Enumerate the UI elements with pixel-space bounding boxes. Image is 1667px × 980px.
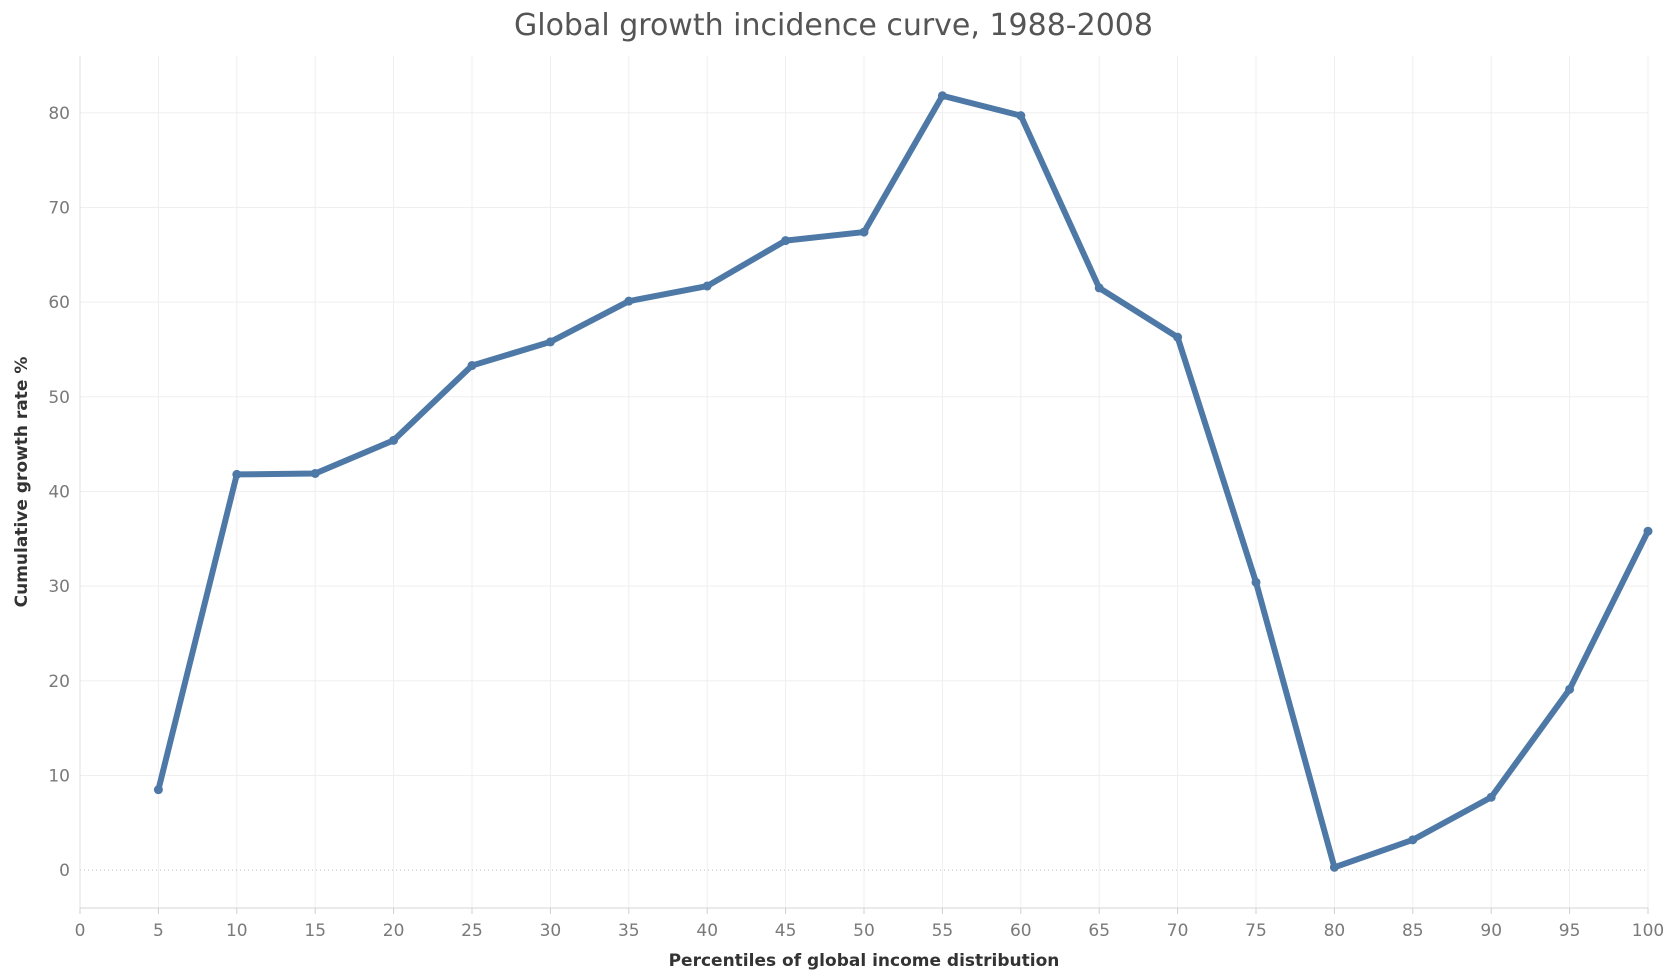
grid: [79, 56, 1649, 908]
x-tick-label: 30: [540, 921, 562, 941]
y-tick-label: 80: [48, 104, 70, 124]
y-tick-label: 20: [48, 672, 70, 692]
data-point[interactable]: [1251, 577, 1261, 587]
series-line: [155, 92, 1651, 871]
x-tick-label: 5: [153, 921, 164, 941]
y-tick-label: 60: [48, 293, 70, 313]
y-tick-label: 50: [48, 388, 70, 408]
x-tick-label: 10: [226, 921, 248, 941]
data-point[interactable]: [1408, 835, 1418, 845]
x-tick-label: 20: [383, 921, 405, 941]
data-point[interactable]: [859, 227, 869, 237]
x-tick-label: 0: [75, 921, 86, 941]
x-tick-label: 45: [775, 921, 797, 941]
data-point[interactable]: [624, 296, 634, 306]
data-point[interactable]: [1486, 792, 1496, 802]
x-tick-label: 80: [1324, 921, 1346, 941]
x-tick-label: 100: [1632, 921, 1664, 941]
x-tick-label: 75: [1245, 921, 1267, 941]
x-tick-label: 60: [1010, 921, 1032, 941]
data-point[interactable]: [702, 281, 712, 291]
x-tick-label: 90: [1480, 921, 1502, 941]
series-line-group: [155, 92, 1651, 871]
series-points: [153, 91, 1653, 872]
x-tick-label: 70: [1167, 921, 1189, 941]
x-axis-ticks: 0 5 10 15 20 25 30 35 40 45 50 55 60 65 70 75 80 85 90 95 10…: [75, 908, 1664, 941]
data-point[interactable]: [545, 337, 555, 347]
data-point[interactable]: [467, 361, 477, 371]
y-axis-title: Cumulative growth rate %: [12, 357, 32, 608]
data-point[interactable]: [1173, 332, 1183, 342]
x-tick-label: 95: [1559, 921, 1581, 941]
data-point[interactable]: [1016, 111, 1026, 121]
data-point[interactable]: [1329, 862, 1339, 872]
data-point[interactable]: [1565, 684, 1575, 694]
data-point[interactable]: [937, 91, 947, 101]
x-tick-label: 25: [461, 921, 483, 941]
data-point[interactable]: [1643, 526, 1653, 536]
chart-title: Global growth incidence curve, 1988-2008: [514, 8, 1153, 43]
x-tick-label: 50: [853, 921, 875, 941]
y-tick-label: 70: [48, 198, 70, 218]
y-axis-ticks: 0 10 20 30 40 50 60 70 80: [48, 104, 70, 881]
x-axis-title: Percentiles of global income distributio…: [669, 951, 1060, 971]
data-point[interactable]: [781, 236, 791, 246]
data-point[interactable]: [1094, 283, 1104, 293]
x-tick-label: 15: [304, 921, 326, 941]
x-tick-label: 65: [1088, 921, 1110, 941]
data-point[interactable]: [389, 435, 399, 445]
y-tick-label: 40: [48, 482, 70, 502]
x-tick-label: 55: [932, 921, 954, 941]
y-tick-label: 10: [48, 766, 70, 786]
x-tick-label: 85: [1402, 921, 1424, 941]
y-tick-label: 0: [59, 861, 70, 881]
data-point[interactable]: [232, 469, 242, 479]
data-point[interactable]: [310, 468, 320, 478]
data-point[interactable]: [153, 785, 163, 795]
x-tick-label: 35: [618, 921, 640, 941]
y-tick-label: 30: [48, 577, 70, 597]
x-tick-label: 40: [696, 921, 718, 941]
